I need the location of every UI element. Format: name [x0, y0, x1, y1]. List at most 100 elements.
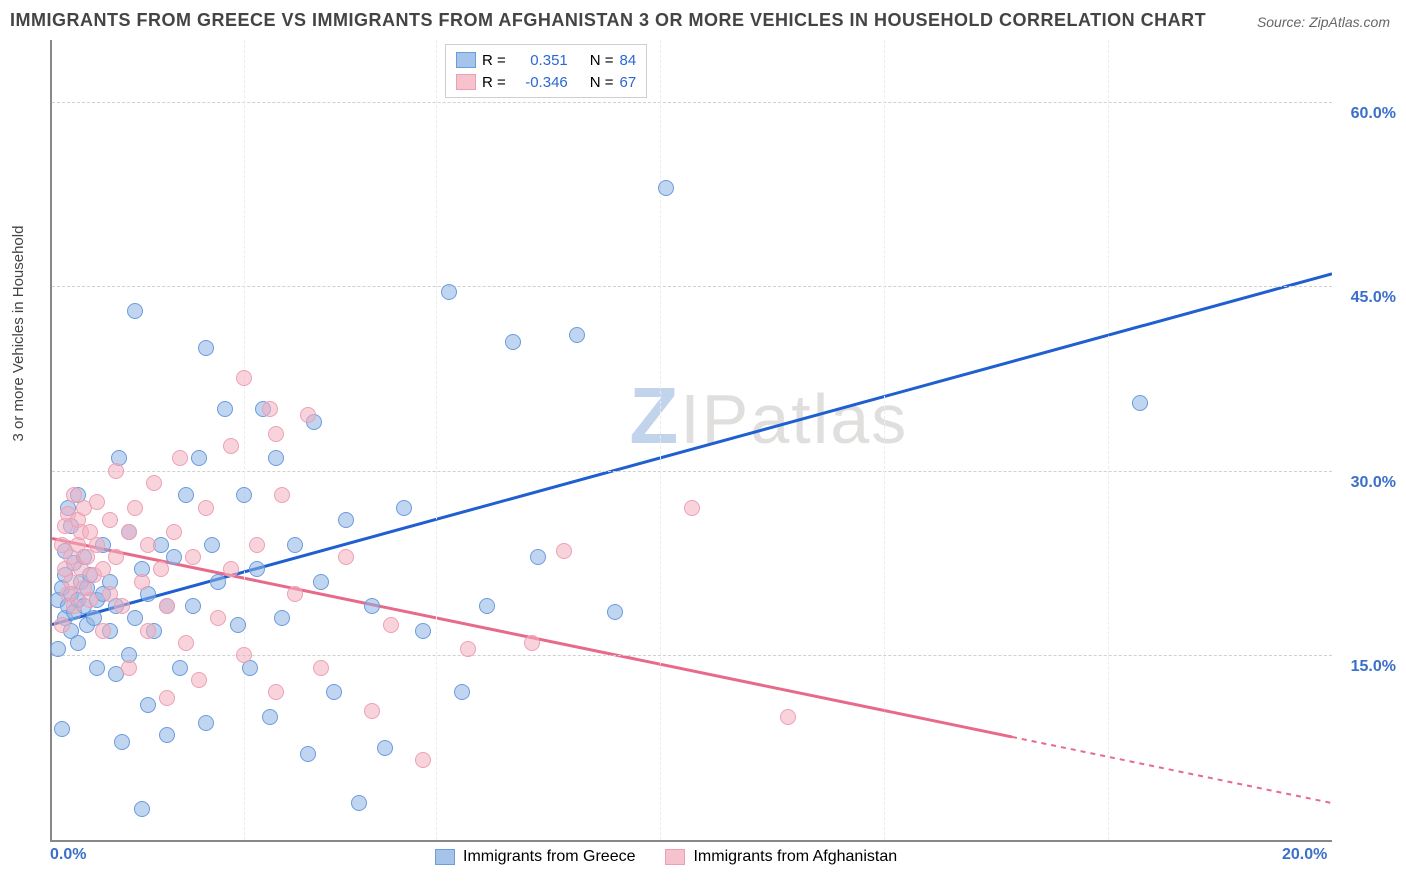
scatter-point-afghanistan: [82, 592, 98, 608]
legend-item: Immigrants from Afghanistan: [665, 848, 897, 866]
scatter-point-greece: [204, 537, 220, 553]
scatter-point-greece: [230, 617, 246, 633]
gridline-v: [884, 40, 885, 840]
scatter-point-afghanistan: [364, 703, 380, 719]
scatter-point-afghanistan: [121, 524, 137, 540]
scatter-point-greece: [274, 610, 290, 626]
scatter-point-afghanistan: [153, 561, 169, 577]
y-axis-label: 3 or more Vehicles in Household: [10, 226, 27, 442]
legend-label: Immigrants from Greece: [463, 848, 635, 866]
scatter-point-greece: [198, 340, 214, 356]
n-value: 67: [620, 74, 637, 91]
scatter-point-afghanistan: [89, 537, 105, 553]
scatter-point-greece: [313, 574, 329, 590]
n-label: N =: [590, 74, 614, 91]
scatter-point-afghanistan: [102, 512, 118, 528]
scatter-point-afghanistan: [210, 610, 226, 626]
scatter-point-afghanistan: [146, 475, 162, 491]
scatter-point-greece: [569, 327, 585, 343]
scatter-point-afghanistan: [274, 487, 290, 503]
scatter-point-greece: [658, 180, 674, 196]
scatter-point-greece: [287, 537, 303, 553]
scatter-point-afghanistan: [236, 647, 252, 663]
scatter-point-greece: [607, 604, 623, 620]
scatter-point-greece: [249, 561, 265, 577]
scatter-point-afghanistan: [178, 635, 194, 651]
scatter-point-greece: [185, 598, 201, 614]
scatter-point-afghanistan: [684, 500, 700, 516]
scatter-point-greece: [364, 598, 380, 614]
watermark-z: Z: [629, 371, 680, 460]
scatter-point-afghanistan: [127, 500, 143, 516]
n-label: N =: [590, 52, 614, 69]
scatter-point-greece: [178, 487, 194, 503]
y-tick-label: 45.0%: [1351, 289, 1396, 307]
scatter-point-afghanistan: [66, 598, 82, 614]
x-tick-label: 20.0%: [1282, 846, 1327, 864]
scatter-point-greece: [454, 684, 470, 700]
scatter-point-greece: [114, 734, 130, 750]
r-value: 0.351: [512, 52, 568, 69]
scatter-point-afghanistan: [114, 598, 130, 614]
legend-item: Immigrants from Greece: [435, 848, 635, 866]
scatter-point-afghanistan: [383, 617, 399, 633]
swatch-icon: [456, 52, 476, 68]
scatter-point-greece: [351, 795, 367, 811]
r-value: -0.346: [512, 74, 568, 91]
scatter-point-afghanistan: [185, 549, 201, 565]
scatter-point-afghanistan: [236, 370, 252, 386]
scatter-point-greece: [54, 721, 70, 737]
scatter-point-greece: [166, 549, 182, 565]
scatter-point-greece: [159, 727, 175, 743]
y-tick-label: 15.0%: [1351, 658, 1396, 676]
x-tick-label: 0.0%: [50, 846, 86, 864]
scatter-point-afghanistan: [415, 752, 431, 768]
watermark: ZIPatlas: [629, 370, 908, 462]
scatter-point-afghanistan: [54, 617, 70, 633]
scatter-point-afghanistan: [95, 623, 111, 639]
correlation-row: R =-0.346N =67: [456, 71, 636, 93]
gridline-v: [244, 40, 245, 840]
scatter-point-afghanistan: [172, 450, 188, 466]
scatter-point-afghanistan: [140, 623, 156, 639]
scatter-point-afghanistan: [556, 543, 572, 559]
watermark-rest: IPatlas: [680, 380, 908, 458]
chart-title: IMMIGRANTS FROM GREECE VS IMMIGRANTS FRO…: [10, 10, 1206, 31]
chart-container: IMMIGRANTS FROM GREECE VS IMMIGRANTS FRO…: [0, 0, 1406, 892]
scatter-point-greece: [441, 284, 457, 300]
source-label: Source: ZipAtlas.com: [1257, 14, 1390, 30]
scatter-point-greece: [210, 574, 226, 590]
scatter-point-greece: [268, 450, 284, 466]
gridline-v: [436, 40, 437, 840]
scatter-point-afghanistan: [108, 463, 124, 479]
series-legend: Immigrants from Greece Immigrants from Af…: [435, 848, 897, 866]
scatter-point-afghanistan: [89, 494, 105, 510]
scatter-point-greece: [127, 610, 143, 626]
scatter-point-greece: [530, 549, 546, 565]
scatter-point-greece: [300, 746, 316, 762]
scatter-point-greece: [505, 334, 521, 350]
y-tick-label: 30.0%: [1351, 474, 1396, 492]
scatter-point-greece: [140, 697, 156, 713]
correlation-row: R =0.351N =84: [456, 49, 636, 71]
scatter-point-greece: [217, 401, 233, 417]
scatter-point-afghanistan: [313, 660, 329, 676]
scatter-point-greece: [338, 512, 354, 528]
scatter-point-afghanistan: [268, 426, 284, 442]
scatter-point-greece: [326, 684, 342, 700]
r-label: R =: [482, 52, 506, 69]
scatter-point-afghanistan: [262, 401, 278, 417]
scatter-point-afghanistan: [300, 407, 316, 423]
y-tick-label: 60.0%: [1351, 105, 1396, 123]
swatch-icon: [456, 74, 476, 90]
scatter-point-afghanistan: [121, 660, 137, 676]
scatter-point-afghanistan: [140, 537, 156, 553]
swatch-icon: [435, 849, 455, 865]
scatter-point-greece: [127, 303, 143, 319]
scatter-point-afghanistan: [134, 574, 150, 590]
scatter-point-afghanistan: [524, 635, 540, 651]
trend-line-extrap-afghanistan: [1012, 737, 1332, 803]
correlation-legend: R =0.351N =84R =-0.346N =67: [445, 44, 647, 98]
scatter-point-greece: [134, 801, 150, 817]
scatter-point-afghanistan: [268, 684, 284, 700]
